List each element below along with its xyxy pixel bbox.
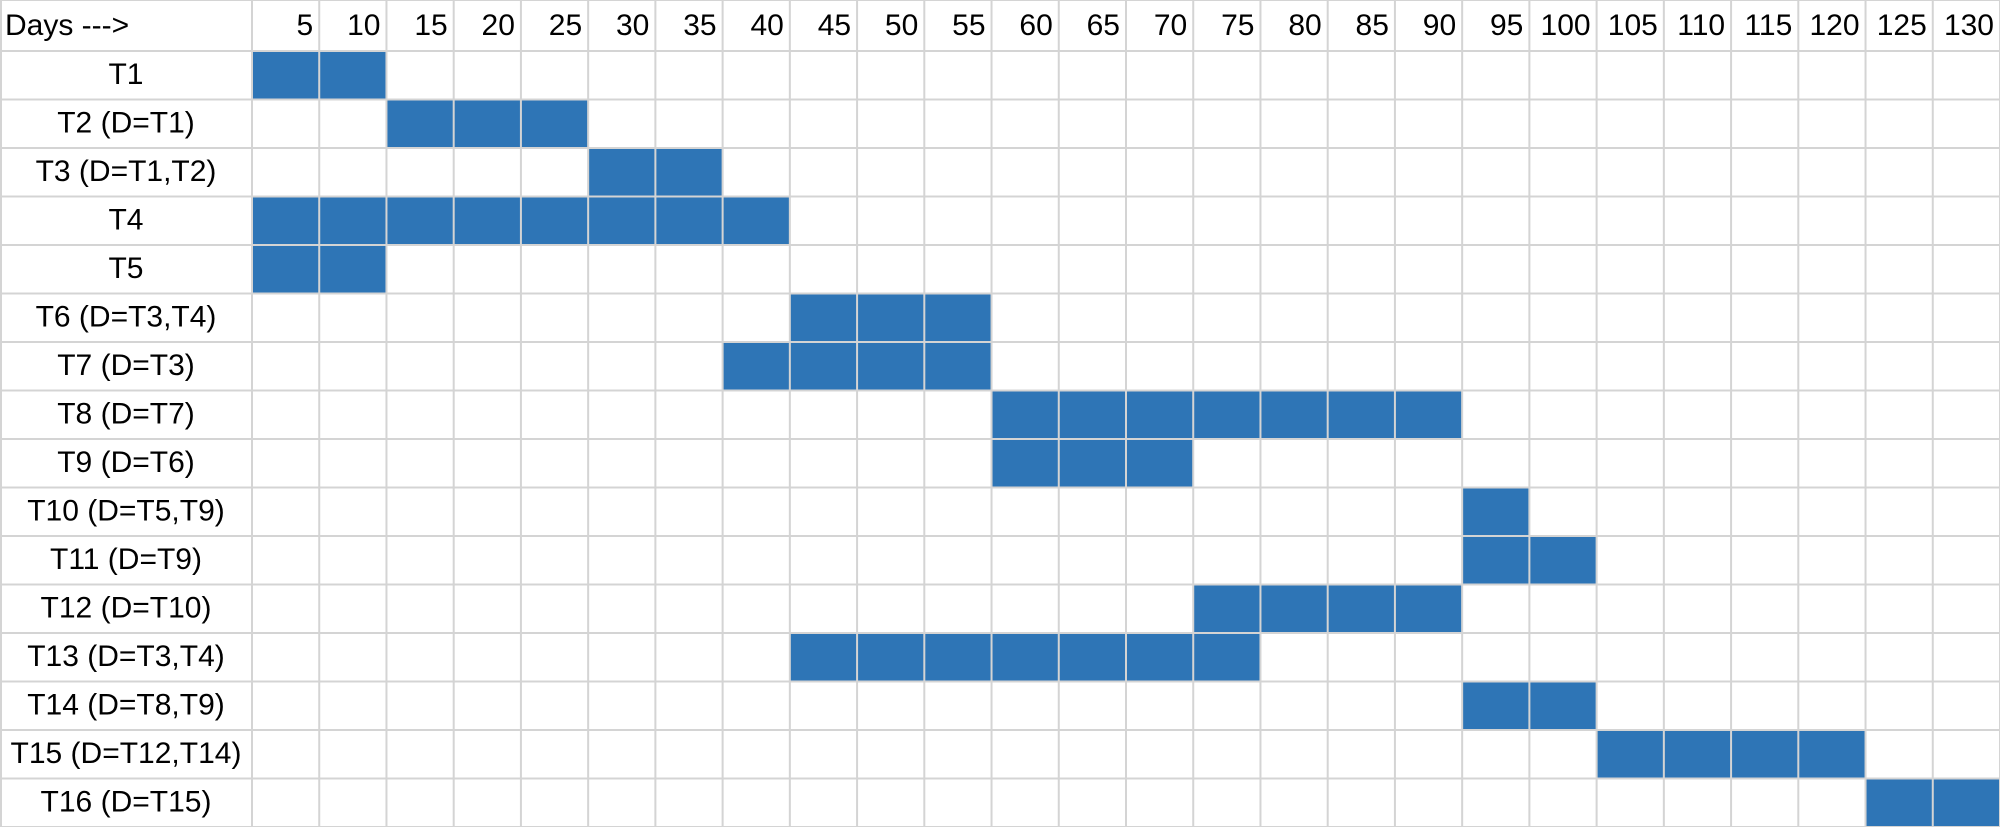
task-bar — [386, 99, 589, 148]
day-tick-label: 55 — [952, 9, 985, 42]
task-label: T13 (D=T3,T4) — [27, 640, 225, 673]
day-tick-label: 130 — [1944, 9, 1994, 42]
task-label: T5 — [108, 252, 143, 285]
day-tick-label: 30 — [616, 9, 649, 42]
day-tick-label: 5 — [297, 9, 314, 42]
day-tick-label: 25 — [549, 9, 582, 42]
task-label: T4 — [108, 204, 143, 237]
task-label: T10 (D=T5,T9) — [27, 495, 225, 528]
day-tick-label: 15 — [414, 9, 447, 42]
day-tick-label: 100 — [1541, 9, 1591, 42]
day-tick-label: 60 — [1019, 9, 1052, 42]
day-tick-label: 120 — [1809, 9, 1859, 42]
task-bar — [991, 390, 1463, 439]
day-tick-label: 110 — [1677, 9, 1725, 42]
day-tick-label: 80 — [1288, 9, 1321, 42]
day-tick-label: 70 — [1154, 9, 1187, 42]
day-tick-label: 45 — [818, 9, 851, 42]
task-labels: T1 T2 (D=T1) T3 (D=T1,T2) T4 T5 T6 (D=T3,T4) T… — [11, 58, 242, 819]
task-label: T6 (D=T3,T4) — [36, 301, 217, 334]
day-tick-label: 10 — [347, 9, 380, 42]
day-tick-label: 40 — [750, 9, 783, 42]
task-bar — [991, 439, 1194, 488]
day-tick-label: 85 — [1356, 9, 1389, 42]
task-label: T14 (D=T8,T9) — [27, 689, 225, 722]
task-label: T2 (D=T1) — [57, 107, 195, 140]
task-label: T9 (D=T6) — [57, 446, 195, 479]
days-axis-label: Days ---> — [5, 9, 129, 42]
task-label: T1 — [108, 58, 143, 91]
day-tick-label: 105 — [1608, 9, 1658, 42]
task-label: T12 (D=T10) — [41, 592, 212, 625]
task-bar — [789, 293, 992, 342]
day-tick-label: 50 — [885, 9, 918, 42]
day-header-row: Days ---> 5 10 15 20 25 30 35 40 45 50 55 60 65 70 75 8… — [5, 9, 1994, 42]
task-label: T8 (D=T7) — [57, 398, 195, 431]
task-bar — [789, 633, 1261, 682]
task-bar — [1462, 487, 1530, 536]
day-tick-label: 95 — [1490, 9, 1523, 42]
task-label: T3 (D=T1,T2) — [36, 155, 217, 188]
day-tick-label: 75 — [1221, 9, 1254, 42]
day-tick-label: 65 — [1087, 9, 1120, 42]
task-label: T16 (D=T15) — [41, 786, 212, 819]
day-tick-label: 20 — [482, 9, 515, 42]
day-tick-label: 115 — [1744, 9, 1792, 42]
task-label: T11 (D=T9) — [50, 543, 202, 576]
day-tick-label: 125 — [1877, 9, 1927, 42]
task-label: T7 (D=T3) — [57, 349, 195, 382]
task-label: T15 (D=T12,T14) — [11, 737, 242, 770]
day-tick-label: 35 — [683, 9, 716, 42]
day-tick-label: 90 — [1423, 9, 1456, 42]
